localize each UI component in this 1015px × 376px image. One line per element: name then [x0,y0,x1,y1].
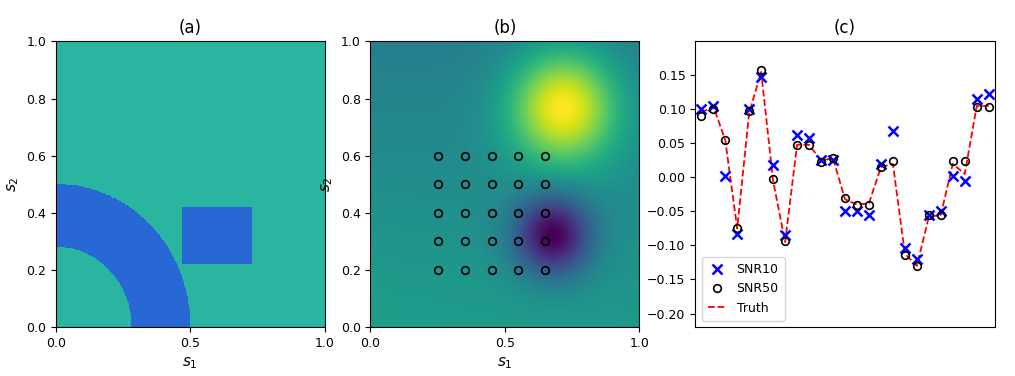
X-axis label: $s_1$: $s_1$ [497,355,513,371]
X-axis label: $s_1$: $s_1$ [183,355,198,371]
Title: (a): (a) [179,19,202,37]
Legend: SNR10, SNR50, Truth: SNR10, SNR50, Truth [701,257,785,321]
Y-axis label: $s_2$: $s_2$ [5,176,20,192]
Y-axis label: $s_2$: $s_2$ [320,176,335,192]
Title: (b): (b) [493,19,517,37]
Title: (c): (c) [834,19,856,37]
